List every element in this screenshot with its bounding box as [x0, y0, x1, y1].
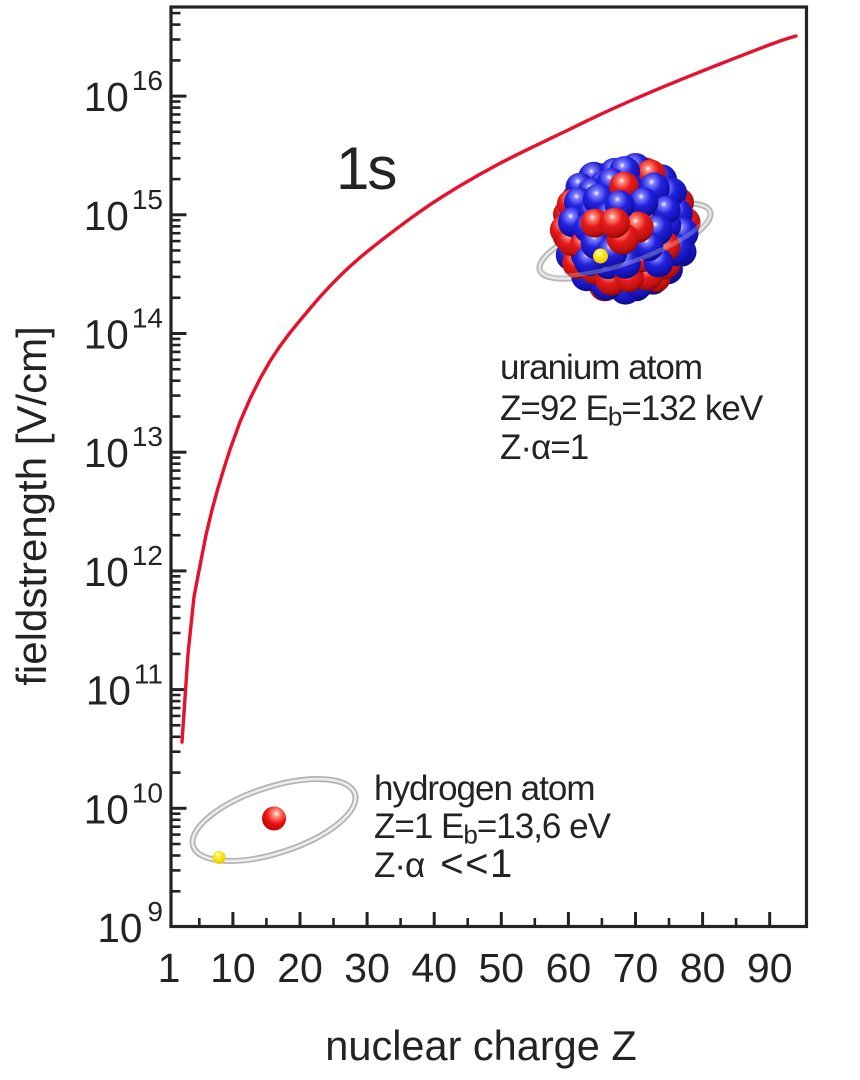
svg-text:fieldstrength [V/cm]: fieldstrength [V/cm]: [8, 326, 55, 685]
svg-text:nuclear charge Z: nuclear charge Z: [325, 1022, 636, 1069]
svg-text:50: 50: [478, 945, 524, 991]
svg-text:Z=92 Eb=132 keV: Z=92 Eb=132 keV: [500, 389, 764, 432]
svg-text:1s: 1s: [336, 135, 395, 202]
svg-text:10: 10: [210, 945, 256, 991]
svg-text:uranium atom: uranium atom: [500, 348, 702, 387]
svg-text:1: 1: [158, 945, 181, 991]
svg-text:70: 70: [613, 945, 659, 991]
svg-text:30: 30: [344, 945, 390, 991]
svg-text:20: 20: [277, 945, 323, 991]
svg-text:60: 60: [546, 945, 592, 991]
svg-text:Z·α<<1: Z·α <<1: [374, 842, 514, 886]
svg-text:Z=1 Eb=13,6 eV: Z=1 Eb=13,6 eV: [374, 807, 612, 850]
svg-text:90: 90: [747, 945, 793, 991]
svg-text:hydrogen atom: hydrogen atom: [374, 769, 594, 808]
svg-text:40: 40: [411, 945, 457, 991]
svg-text:Z·α=1: Z·α=1: [500, 428, 588, 467]
svg-text:80: 80: [680, 945, 726, 991]
